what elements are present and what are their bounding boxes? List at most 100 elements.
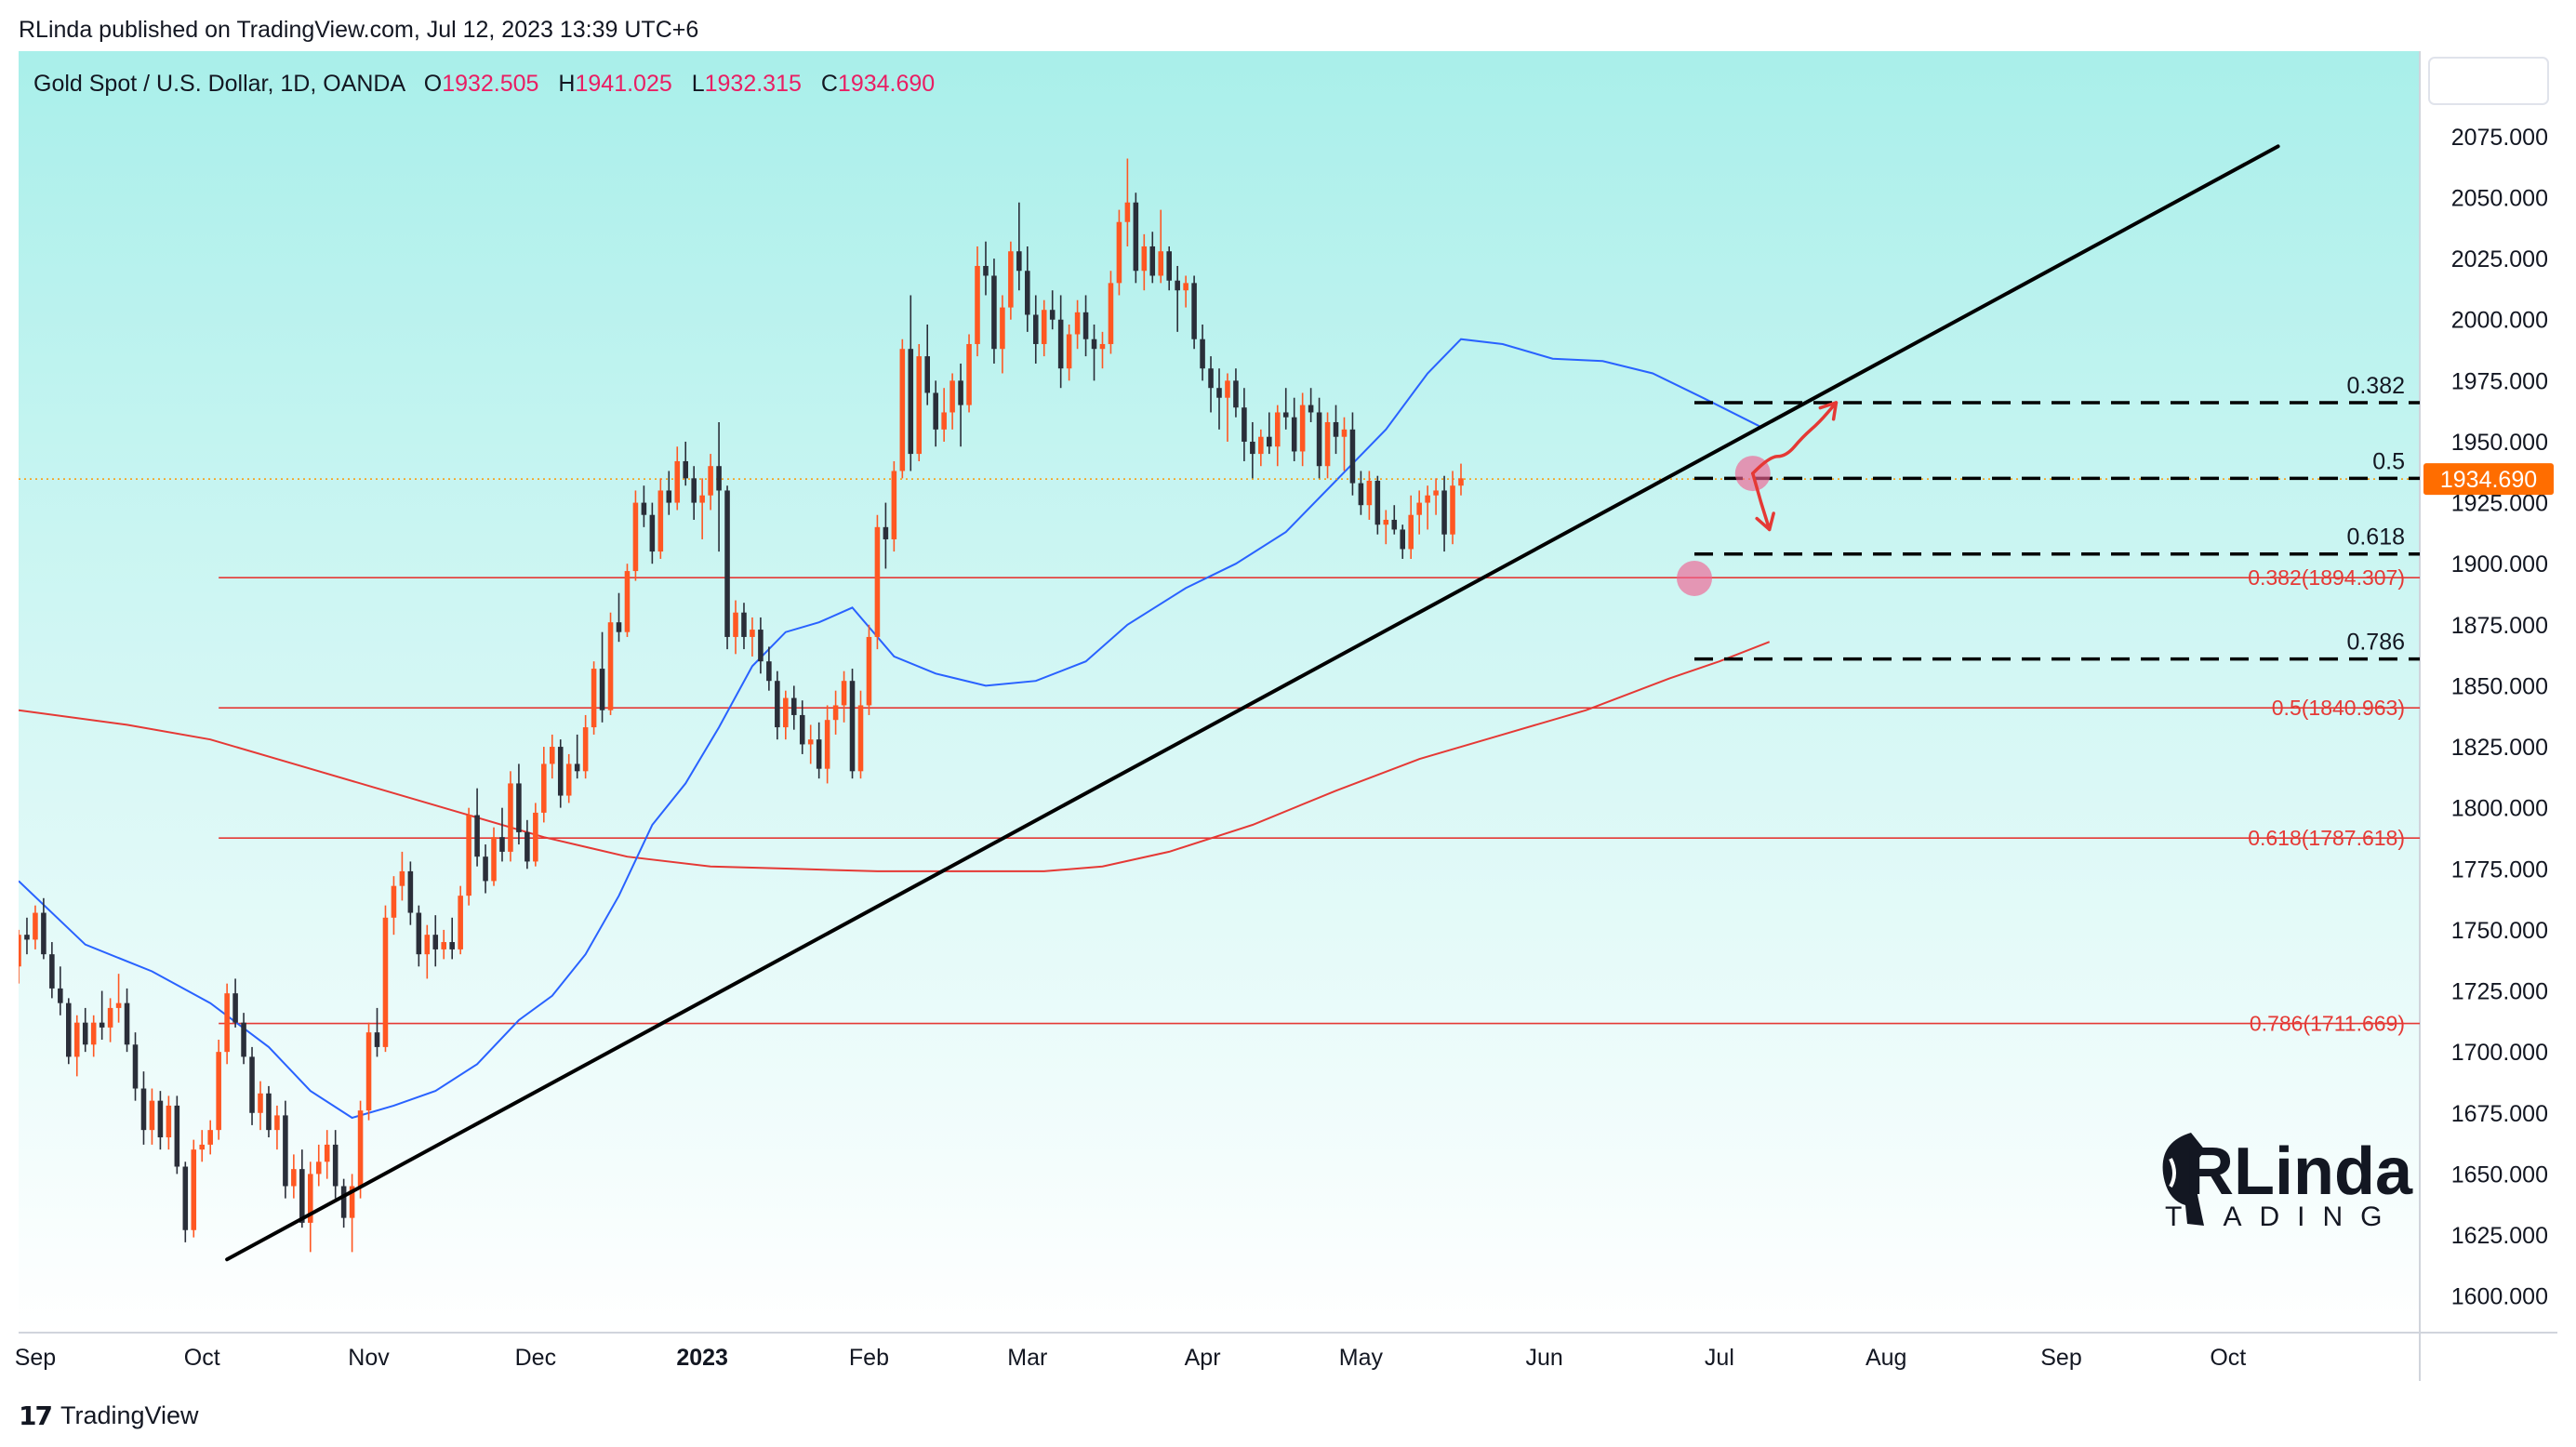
candle-up[interactable]	[1108, 271, 1114, 354]
candle-down[interactable]	[816, 722, 822, 779]
candle-down[interactable]	[1282, 388, 1289, 430]
candle-down[interactable]	[416, 905, 422, 967]
candle-up[interactable]	[1258, 429, 1264, 467]
candle-up[interactable]	[533, 803, 538, 867]
candle-up[interactable]	[324, 1130, 330, 1179]
candle-down[interactable]	[1391, 505, 1398, 535]
candle-down[interactable]	[49, 942, 55, 999]
candle-up[interactable]	[90, 1015, 97, 1057]
candle-up[interactable]	[966, 334, 972, 413]
candle-down[interactable]	[1149, 232, 1156, 284]
candle-down[interactable]	[1082, 295, 1089, 357]
candle-up[interactable]	[1408, 495, 1414, 559]
candle-down[interactable]	[883, 502, 889, 569]
candle-up[interactable]	[274, 1105, 280, 1150]
candle-up[interactable]	[708, 454, 713, 511]
candle-up[interactable]	[1099, 331, 1106, 369]
candle-down[interactable]	[1400, 524, 1406, 559]
candle-up[interactable]	[149, 1088, 155, 1145]
candle-up[interactable]	[783, 690, 789, 740]
candle-up[interactable]	[674, 446, 681, 511]
candle-down[interactable]	[1025, 246, 1030, 332]
candle-up[interactable]	[582, 714, 589, 779]
candle-down[interactable]	[516, 763, 522, 845]
candle-up[interactable]	[891, 460, 897, 552]
candle-down[interactable]	[407, 861, 414, 925]
candle-down[interactable]	[1216, 368, 1222, 430]
candle-up[interactable]	[916, 343, 923, 461]
candle-up[interactable]	[1225, 373, 1230, 442]
candle-up[interactable]	[1274, 405, 1281, 467]
candle-up[interactable]	[291, 1154, 297, 1199]
candle-down[interactable]	[1308, 388, 1314, 422]
candle-up[interactable]	[466, 807, 471, 906]
candle-up[interactable]	[733, 600, 738, 655]
candle-down[interactable]	[691, 466, 697, 520]
candle-down[interactable]	[232, 978, 238, 1028]
candle-up[interactable]	[33, 905, 38, 949]
candle-up[interactable]	[857, 690, 864, 779]
candle-down[interactable]	[140, 1071, 147, 1145]
candle-up[interactable]	[874, 514, 881, 650]
candle-down[interactable]	[741, 603, 747, 650]
candle-down[interactable]	[1133, 192, 1139, 284]
candle-down[interactable]	[1057, 295, 1064, 389]
candle-down[interactable]	[933, 380, 938, 447]
candle-up[interactable]	[899, 339, 906, 479]
candle-down[interactable]	[1349, 412, 1356, 496]
candle-up[interactable]	[1383, 510, 1389, 545]
candle-down[interactable]	[766, 646, 772, 691]
candle-down[interactable]	[849, 669, 856, 779]
candle-down[interactable]	[1441, 475, 1447, 552]
candle-down[interactable]	[649, 502, 656, 564]
candle-up[interactable]	[16, 929, 21, 984]
candle-down[interactable]	[124, 988, 130, 1053]
candle-down[interactable]	[557, 739, 564, 808]
candle-up[interactable]	[1074, 299, 1081, 350]
candle-down[interactable]	[66, 998, 72, 1065]
candle-up[interactable]	[115, 974, 122, 1023]
candle-down[interactable]	[524, 819, 530, 870]
candle-down[interactable]	[432, 915, 439, 967]
price-axis[interactable]: 1600.000 1625.000 1650.000 1675.000 1700.000…	[2451, 125, 2548, 1310]
candle-up[interactable]	[1433, 478, 1439, 515]
candle-down[interactable]	[1016, 202, 1022, 291]
candle-down[interactable]	[1049, 290, 1056, 330]
candle-down[interactable]	[1333, 405, 1339, 455]
candle-up[interactable]	[315, 1144, 322, 1187]
candle-up[interactable]	[866, 624, 872, 715]
candle-up[interactable]	[207, 1120, 213, 1155]
candle-up[interactable]	[565, 753, 572, 803]
candle-up[interactable]	[1324, 412, 1331, 479]
candle-up[interactable]	[624, 564, 631, 637]
candle-down[interactable]	[99, 990, 105, 1041]
candle-down[interactable]	[24, 917, 30, 955]
candle-up[interactable]	[166, 1095, 172, 1150]
candle-up[interactable]	[1066, 324, 1072, 381]
candle-down[interactable]	[616, 592, 622, 643]
candle-down[interactable]	[82, 1007, 88, 1053]
candle-up[interactable]	[349, 1174, 355, 1253]
candle-down[interactable]	[683, 441, 689, 486]
candle-up[interactable]	[1041, 299, 1047, 357]
candle-down[interactable]	[1032, 295, 1039, 364]
candle-down[interactable]	[666, 471, 672, 515]
candle-up[interactable]	[975, 246, 980, 357]
candle-down[interactable]	[1316, 397, 1322, 479]
candle-up[interactable]	[607, 612, 614, 715]
candle-down[interactable]	[991, 259, 997, 364]
candle-up[interactable]	[807, 724, 814, 764]
candle-down[interactable]	[1191, 275, 1197, 350]
candle-down[interactable]	[249, 1046, 255, 1125]
candle-down[interactable]	[1233, 368, 1239, 418]
candle-down[interactable]	[1242, 388, 1247, 461]
candle-down[interactable]	[958, 363, 963, 447]
candle-down[interactable]	[574, 734, 580, 779]
candle-up[interactable]	[657, 478, 664, 559]
candle-up[interactable]	[107, 998, 113, 1042]
candle-up[interactable]	[824, 705, 830, 784]
candle-down[interactable]	[775, 670, 780, 740]
candle-down[interactable]	[799, 700, 805, 754]
candle-down[interactable]	[1166, 246, 1172, 291]
